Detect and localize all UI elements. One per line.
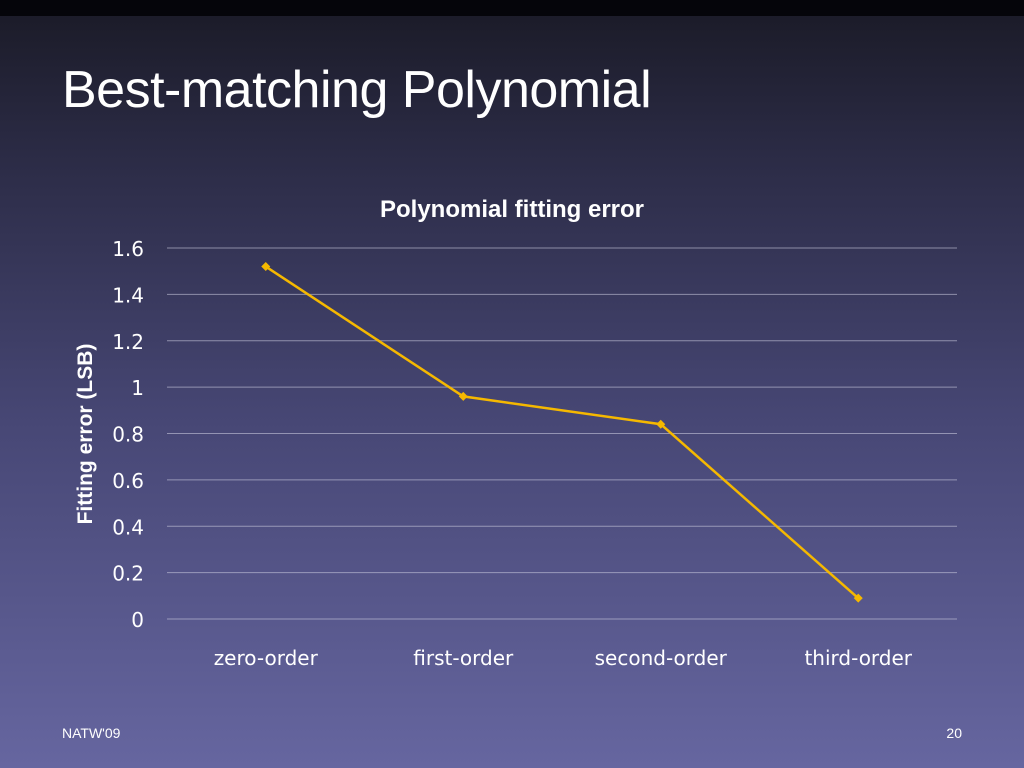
gridlines [167,247,957,620]
x-tick-label: zero-order [214,646,319,670]
y-tick-label: 0.6 [112,469,144,493]
y-tick-label: 1.2 [112,330,144,354]
data-point-marker [261,262,271,272]
data-point-marker [656,419,666,429]
y-tick-label: 0.4 [112,515,144,539]
y-tick-label: 0.8 [112,423,144,447]
slide-top-bar [0,0,1024,16]
y-tick-label: 1.4 [112,283,144,307]
y-tick-label: 0 [131,608,144,632]
x-tick-labels: zero-order first-order second-order third-o… [214,646,913,670]
y-tick-labels: 0 0.2 0.4 0.6 0.8 1 1.2 1.4 1.6 [112,237,144,632]
slide-page-number: 20 [946,725,962,741]
series-line [265,265,860,600]
y-tick-label: 1.6 [112,237,144,261]
data-series [261,262,863,603]
y-tick-label: 0.2 [112,562,144,586]
x-tick-label: second-order [595,646,728,670]
slide-title: Best-matching Polynomial [62,61,652,119]
chart-title: Polynomial fitting error [380,196,644,223]
footer-conference-label: NATW'09 [62,725,121,741]
y-axis-label: Fitting error (LSB) [74,344,97,525]
x-tick-label: first-order [413,646,514,670]
x-tick-label: third-order [804,646,912,670]
data-point-marker [458,391,468,401]
data-point-marker [853,593,863,603]
y-tick-label: 1 [131,376,144,400]
